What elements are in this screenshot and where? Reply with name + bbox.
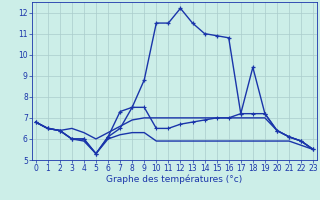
- X-axis label: Graphe des températures (°c): Graphe des températures (°c): [106, 175, 243, 184]
